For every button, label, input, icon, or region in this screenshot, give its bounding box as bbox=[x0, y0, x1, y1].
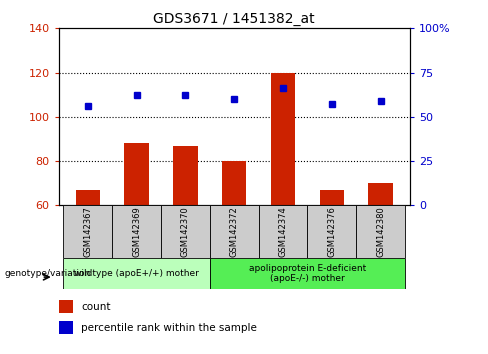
Bar bbox=[356, 205, 405, 258]
Bar bbox=[59, 321, 73, 334]
Text: wildtype (apoE+/+) mother: wildtype (apoE+/+) mother bbox=[74, 269, 199, 278]
Text: GSM142367: GSM142367 bbox=[83, 206, 92, 257]
Bar bbox=[210, 258, 405, 289]
Bar bbox=[112, 205, 161, 258]
Bar bbox=[320, 190, 344, 205]
Bar bbox=[124, 143, 149, 205]
Title: GDS3671 / 1451382_at: GDS3671 / 1451382_at bbox=[153, 12, 315, 26]
Bar bbox=[63, 205, 112, 258]
Bar bbox=[307, 205, 356, 258]
Text: count: count bbox=[81, 302, 111, 312]
Text: GSM142380: GSM142380 bbox=[376, 206, 385, 257]
Text: GSM142374: GSM142374 bbox=[279, 206, 287, 257]
Bar bbox=[271, 73, 295, 205]
Text: genotype/variation: genotype/variation bbox=[5, 269, 91, 278]
Text: GSM142370: GSM142370 bbox=[181, 206, 190, 257]
Bar bbox=[210, 205, 259, 258]
Bar bbox=[222, 161, 246, 205]
Text: GSM142372: GSM142372 bbox=[230, 206, 239, 257]
Bar bbox=[161, 205, 210, 258]
Bar bbox=[63, 258, 210, 289]
Text: apolipoprotein E-deficient
(apoE-/-) mother: apolipoprotein E-deficient (apoE-/-) mot… bbox=[249, 264, 366, 283]
Text: percentile rank within the sample: percentile rank within the sample bbox=[81, 323, 257, 333]
Bar bbox=[368, 183, 393, 205]
Bar bbox=[59, 300, 73, 313]
Text: GSM142369: GSM142369 bbox=[132, 206, 141, 257]
Bar bbox=[259, 205, 307, 258]
Bar bbox=[173, 145, 198, 205]
Bar bbox=[76, 190, 100, 205]
Text: GSM142376: GSM142376 bbox=[327, 206, 336, 257]
